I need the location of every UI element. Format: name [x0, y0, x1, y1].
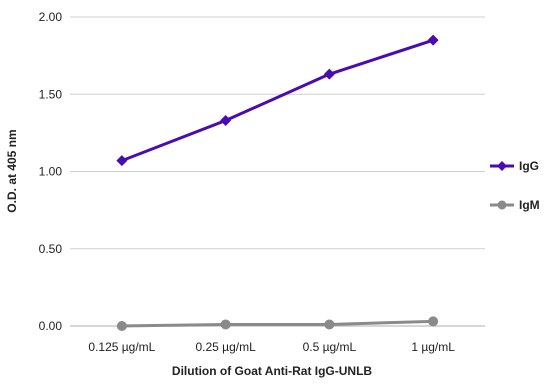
x-tick-label: 0.5 µg/mL — [303, 340, 357, 354]
legend-label: IgG — [519, 159, 539, 173]
y-tick-label: 1.00 — [39, 165, 63, 179]
grid-lines — [70, 16, 485, 250]
x-tick-labels: 0.125 µg/mL 0.25 µg/mL 0.5 µg/mL 1 µg/mL — [88, 340, 455, 354]
x-tick-label: 1 µg/mL — [411, 340, 455, 354]
series-igm — [116, 316, 439, 331]
y-tick-label: 0.00 — [39, 319, 63, 333]
data-point — [116, 155, 128, 167]
x-tick-label: 0.25 µg/mL — [195, 340, 256, 354]
series-lines — [116, 34, 439, 331]
data-point — [324, 319, 335, 330]
data-point — [116, 321, 127, 331]
data-point — [427, 34, 439, 46]
data-point — [323, 68, 335, 80]
legend-marker — [497, 200, 507, 210]
legend: IgG IgM — [490, 159, 540, 212]
data-point — [428, 316, 439, 327]
y-tick-label: 0.50 — [39, 242, 63, 256]
y-tick-labels: 0.00 0.50 1.00 1.50 2.00 — [39, 10, 63, 333]
x-axis-title: Dilution of Goat Anti-Rat IgG-UNLB — [172, 364, 373, 378]
data-point — [220, 319, 231, 330]
series-igg — [116, 34, 439, 167]
series-line-igg — [121, 38, 434, 163]
y-tick-label: 2.00 — [39, 10, 63, 24]
legend-item-igg: IgG — [490, 159, 539, 173]
data-point — [220, 115, 232, 127]
series-line-igm — [121, 319, 434, 328]
y-axis-title: O.D. at 405 nm — [5, 129, 19, 212]
legend-item-igm: IgM — [490, 198, 540, 212]
y-tick-label: 1.50 — [39, 87, 63, 101]
legend-marker — [497, 161, 507, 171]
x-tick-label: 0.125 µg/mL — [88, 340, 155, 354]
legend-label: IgM — [519, 198, 540, 212]
